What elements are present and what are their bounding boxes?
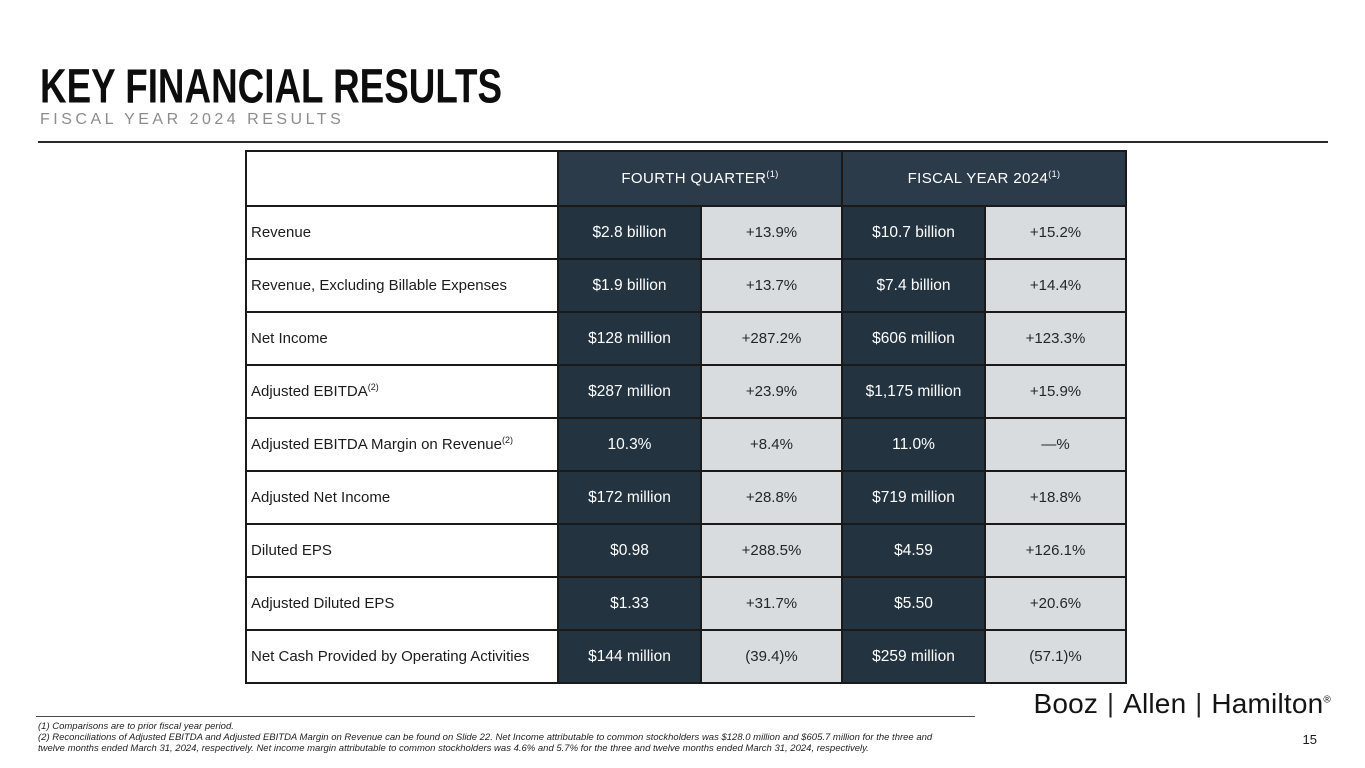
logo-divider: |	[1195, 688, 1203, 718]
column-group-label: FISCAL YEAR 2024	[907, 170, 1049, 187]
row-label-text: Adjusted EBITDA Margin on Revenue	[251, 436, 502, 453]
q4-value-cell: 10.3%	[557, 417, 702, 472]
footnote-ref: (2)	[367, 382, 379, 392]
page-title: KEY FINANCIAL RESULTS	[40, 59, 503, 114]
row-label-text: Adjusted Diluted EPS	[251, 595, 395, 612]
q4-change-cell: +287.2%	[700, 311, 843, 366]
table-row-adjusted-diluted-eps: Adjusted Diluted EPS $1.33 +31.7% $5.50 …	[245, 576, 1127, 631]
fy-change-cell: +18.8%	[984, 470, 1127, 525]
fy-change-cell: +126.1%	[984, 523, 1127, 578]
fy-change-cell: (57.1)%	[984, 629, 1127, 684]
fy-change-cell: —%	[984, 417, 1127, 472]
row-label: Revenue	[245, 205, 559, 260]
logo-booz: Booz	[1033, 688, 1099, 719]
row-label-text: Revenue	[251, 224, 312, 241]
row-label-text: Net Cash Provided by Operating Activitie…	[251, 648, 530, 665]
page-number: 15	[1302, 732, 1317, 747]
logo-hamilton: Hamilton	[1211, 688, 1324, 719]
q4-value-cell: $287 million	[557, 364, 702, 419]
q4-change-cell: +8.4%	[700, 417, 843, 472]
header-divider	[38, 141, 1328, 143]
fy-value-cell: $5.50	[841, 576, 986, 631]
row-label: Adjusted EBITDA Margin on Revenue(2)	[245, 417, 559, 472]
fy-value-cell: $4.59	[841, 523, 986, 578]
row-label-text: Revenue, Excluding Billable Expenses	[251, 277, 507, 294]
table-row-revenue-ex-billable: Revenue, Excluding Billable Expenses $1.…	[245, 258, 1127, 313]
page-subtitle: FISCAL YEAR 2024 RESULTS	[40, 111, 345, 128]
fy-value-cell: 11.0%	[841, 417, 986, 472]
fy-value-cell: $7.4 billion	[841, 258, 986, 313]
q4-change-cell: +13.7%	[700, 258, 843, 313]
row-label: Revenue, Excluding Billable Expenses	[245, 258, 559, 313]
footnotes: (1) Comparisons are to prior fiscal year…	[38, 721, 943, 754]
footnote-2: (2) Reconciliations of Adjusted EBITDA a…	[38, 732, 933, 754]
fy-value-cell: $606 million	[841, 311, 986, 366]
logo-divider: |	[1107, 688, 1115, 718]
row-label: Adjusted Net Income	[245, 470, 559, 525]
q4-value-cell: $0.98	[557, 523, 702, 578]
column-group-label: FOURTH QUARTER	[621, 170, 767, 187]
fy-change-cell: +14.4%	[984, 258, 1127, 313]
q4-change-cell: +23.9%	[700, 364, 843, 419]
footer-divider	[36, 716, 975, 717]
q4-change-cell: +288.5%	[700, 523, 843, 578]
row-label: Net Cash Provided by Operating Activitie…	[245, 629, 559, 684]
fy-change-cell: +123.3%	[984, 311, 1127, 366]
q4-change-cell: +31.7%	[700, 576, 843, 631]
table-row-diluted-eps: Diluted EPS $0.98 +288.5% $4.59 +126.1%	[245, 523, 1127, 578]
fy-value-cell: $1,175 million	[841, 364, 986, 419]
q4-value-cell: $2.8 billion	[557, 205, 702, 260]
row-label: Net Income	[245, 311, 559, 366]
q4-value-cell: $128 million	[557, 311, 702, 366]
q4-change-cell: +13.9%	[700, 205, 843, 260]
table-header-row: FOURTH QUARTER(1) FISCAL YEAR 2024(1)	[245, 150, 1127, 207]
column-group-fourth-quarter: FOURTH QUARTER(1)	[557, 150, 843, 207]
row-label-text: Adjusted EBITDA	[251, 383, 368, 400]
fy-value-cell: $259 million	[841, 629, 986, 684]
registered-trademark-icon: ®	[1323, 694, 1331, 706]
row-label-text: Net Income	[251, 330, 328, 347]
row-label-text: Adjusted Net Income	[251, 489, 391, 506]
logo-allen: Allen	[1123, 688, 1187, 719]
row-label: Diluted EPS	[245, 523, 559, 578]
fy-value-cell: $10.7 billion	[841, 205, 986, 260]
table-row-net-income: Net Income $128 million +287.2% $606 mil…	[245, 311, 1127, 366]
row-label-text: Diluted EPS	[251, 542, 332, 559]
q4-value-cell: $172 million	[557, 470, 702, 525]
fy-change-cell: +20.6%	[984, 576, 1127, 631]
footnote-ref: (1)	[1048, 169, 1061, 179]
q4-change-cell: (39.4)%	[700, 629, 843, 684]
footnote-ref: (1)	[766, 169, 779, 179]
table-row-net-cash-operating: Net Cash Provided by Operating Activitie…	[245, 629, 1127, 684]
fy-change-cell: +15.2%	[984, 205, 1127, 260]
q4-value-cell: $1.33	[557, 576, 702, 631]
row-label: Adjusted EBITDA(2)	[245, 364, 559, 419]
footnote-1: (1) Comparisons are to prior fiscal year…	[38, 721, 234, 732]
table-row-adjusted-ebitda: Adjusted EBITDA(2) $287 million +23.9% $…	[245, 364, 1127, 419]
table-row-adjusted-net-income: Adjusted Net Income $172 million +28.8% …	[245, 470, 1127, 525]
q4-value-cell: $144 million	[557, 629, 702, 684]
table-corner-cell	[245, 150, 559, 207]
fy-value-cell: $719 million	[841, 470, 986, 525]
column-group-fiscal-year: FISCAL YEAR 2024(1)	[841, 150, 1127, 207]
footnote-ref: (2)	[501, 435, 513, 445]
q4-value-cell: $1.9 billion	[557, 258, 702, 313]
booz-allen-hamilton-logo: Booz | Allen | Hamilton®	[1034, 688, 1332, 720]
table-row-adjusted-ebitda-margin: Adjusted EBITDA Margin on Revenue(2) 10.…	[245, 417, 1127, 472]
fy-change-cell: +15.9%	[984, 364, 1127, 419]
q4-change-cell: +28.8%	[700, 470, 843, 525]
row-label: Adjusted Diluted EPS	[245, 576, 559, 631]
financial-results-table: FOURTH QUARTER(1) FISCAL YEAR 2024(1) Re…	[245, 150, 1127, 684]
table-row-revenue: Revenue $2.8 billion +13.9% $10.7 billio…	[245, 205, 1127, 260]
